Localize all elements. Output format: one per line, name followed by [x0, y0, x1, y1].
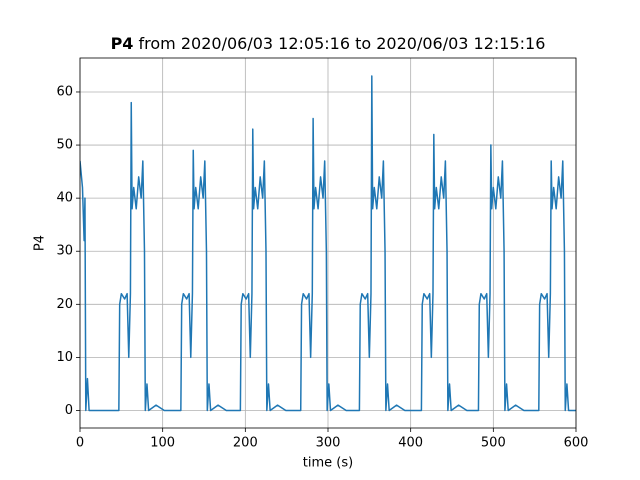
title-text: from 2020/06/03 12:05:16 to 2020/06/03 1… [139, 34, 546, 53]
x-tick-label: 0 [76, 436, 84, 451]
plot-frame [79, 57, 577, 429]
x-tick-label: 500 [481, 436, 506, 451]
x-tick-label: 400 [398, 436, 423, 451]
y-tick-label: 0 [65, 403, 73, 418]
y-tick-label: 60 [56, 84, 73, 99]
y-tick-label: 40 [56, 191, 73, 206]
data-line [80, 75, 576, 412]
x-tick-label: 600 [564, 436, 589, 451]
y-tick-label: 30 [56, 244, 73, 259]
y-axis-label: P4 [33, 235, 48, 251]
y-tick-label: 10 [56, 350, 73, 365]
y-tick-label: 50 [56, 138, 73, 153]
x-tick-label: 200 [233, 436, 258, 451]
x-axis-label: time (s) [303, 456, 353, 471]
y-tick-label: 20 [56, 297, 73, 312]
x-tick-label: 100 [150, 436, 175, 451]
x-tick-label: 300 [316, 436, 341, 451]
chart-title: P4 from 2020/06/03 12:05:16 to 2020/06/0… [111, 34, 546, 53]
title-prefix: P4 [111, 34, 134, 53]
